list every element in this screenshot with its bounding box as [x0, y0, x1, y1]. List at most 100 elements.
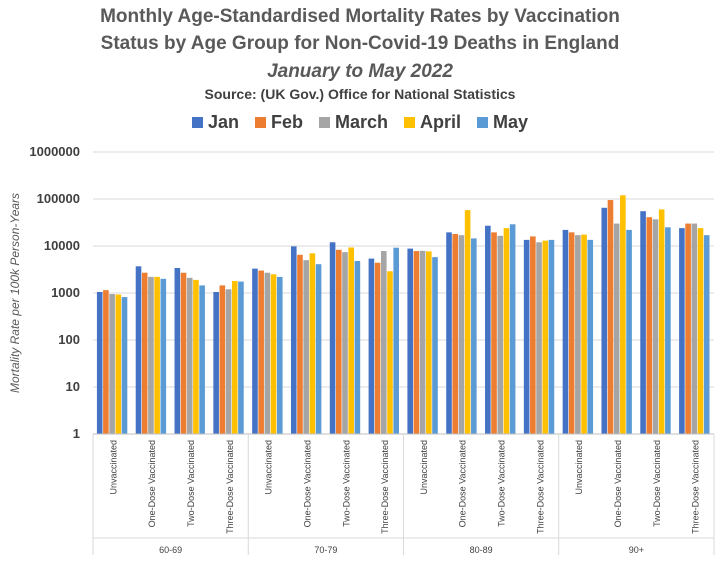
x-category-label: One-Dose Vaccinated: [458, 440, 468, 527]
legend-swatch: [477, 117, 489, 128]
bar-may-11: [548, 239, 555, 434]
x-category-label: Unvaccinated: [108, 440, 118, 495]
x-category-label: Two-Dose Vaccinated: [186, 440, 196, 527]
bar-feb-10: [491, 232, 497, 434]
bar-feb-15: [685, 223, 691, 434]
bar-jan-12: [562, 229, 569, 434]
bar-april-13: [620, 195, 626, 434]
x-group-label: 90+: [629, 545, 644, 555]
legend-label: May: [493, 112, 529, 132]
x-category-label: One-Dose Vaccinated: [302, 440, 312, 527]
bar-march-13: [613, 223, 620, 434]
bar-april-0: [115, 294, 122, 434]
legend-swatch: [254, 117, 266, 128]
bar-may-2: [199, 285, 205, 434]
x-category-label: One-Dose Vaccinated: [613, 440, 623, 527]
bar-jan-15: [679, 228, 685, 434]
x-category-label: Three-Dose Vaccinated: [691, 440, 701, 534]
y-tick-label: 1000000: [29, 144, 80, 159]
y-tick-label: 10000: [44, 238, 80, 253]
bar-may-12: [587, 239, 594, 434]
x-category-label: Unvaccinated: [574, 440, 584, 495]
bar-april-7: [387, 271, 393, 434]
bar-may-10: [509, 224, 516, 434]
bar-march-1: [148, 276, 154, 434]
bar-march-15: [691, 223, 698, 434]
y-axis-title: Mortality Rate per 100k Person-Years: [8, 193, 22, 393]
bar-march-12: [575, 235, 581, 434]
bar-april-6: [348, 247, 354, 434]
bar-april-15: [697, 228, 704, 434]
legend-item-2: March: [319, 112, 388, 133]
bar-jan-6: [329, 242, 336, 434]
bar-may-0: [121, 297, 128, 434]
bar-jan-1: [135, 266, 142, 434]
bar-jan-13: [601, 207, 608, 434]
bar-jan-9: [446, 232, 452, 434]
bar-jan-5: [290, 246, 297, 434]
chart-subtitle: January to May 2022: [267, 61, 453, 82]
bar-jan-8: [407, 248, 414, 434]
bar-feb-11: [530, 236, 536, 434]
bar-april-14: [658, 209, 665, 434]
bar-jan-3: [213, 292, 219, 434]
x-category-label: Unvaccinated: [419, 440, 429, 495]
bar-may-3: [238, 281, 244, 434]
bar-may-6: [354, 260, 361, 434]
bar-jan-7: [368, 258, 375, 434]
bar-jan-2: [174, 268, 181, 434]
chart-title-line-2: Status by Age Group for Non-Covid-19 Dea…: [100, 33, 620, 54]
x-category-label: Unvaccinated: [264, 440, 274, 495]
y-tick-label: 1: [73, 426, 80, 441]
bar-march-2: [186, 277, 193, 434]
legend-item-4: May: [477, 112, 528, 133]
bar-march-10: [497, 235, 504, 434]
legend-label: March: [335, 112, 389, 132]
bar-feb-1: [141, 272, 148, 434]
bar-april-9: [464, 210, 471, 434]
bar-feb-6: [335, 249, 342, 434]
legend-item-3: April: [404, 112, 461, 133]
bar-march-14: [652, 219, 659, 434]
bar-march-11: [536, 242, 542, 434]
bar-march-8: [419, 250, 426, 434]
bar-may-15: [703, 235, 710, 434]
chart-title-line-1: Monthly Age-Standardised Mortality Rates…: [100, 6, 620, 27]
legend-swatch: [191, 117, 203, 128]
y-tick-label: 100000: [37, 191, 80, 206]
bar-may-14: [665, 227, 671, 434]
bar-feb-2: [180, 272, 187, 434]
legend-item-0: Jan: [191, 112, 239, 133]
y-tick-label: 100: [58, 332, 80, 347]
bar-march-5: [303, 260, 309, 434]
bar-feb-4: [258, 270, 264, 434]
bar-feb-7: [374, 262, 381, 434]
bar-feb-8: [413, 251, 420, 434]
bar-may-7: [393, 247, 399, 434]
bar-may-5: [315, 264, 322, 434]
bar-march-4: [264, 272, 271, 434]
x-category-label: Three-Dose Vaccinated: [380, 440, 390, 534]
y-tick-label: 10: [66, 379, 80, 394]
legend-item-1: Feb: [254, 112, 303, 133]
bar-feb-0: [103, 290, 109, 434]
legend-label: Feb: [270, 112, 303, 132]
chart-source: Source: (UK Gov.) Office for National St…: [204, 86, 516, 102]
bar-feb-9: [452, 234, 459, 434]
bar-jan-4: [252, 268, 258, 434]
bar-feb-13: [607, 200, 614, 434]
bar-april-1: [154, 276, 160, 434]
bar-march-7: [380, 251, 387, 434]
legend-swatch: [404, 117, 416, 128]
legend-label: Jan: [207, 112, 239, 132]
x-category-label: Two-Dose Vaccinated: [652, 440, 662, 527]
x-category-label: Two-Dose Vaccinated: [497, 440, 507, 527]
bar-april-12: [581, 234, 587, 434]
bar-may-8: [432, 257, 438, 434]
bar-feb-12: [568, 232, 575, 434]
legend-label: April: [420, 112, 462, 132]
bar-april-10: [503, 228, 510, 434]
bar-may-9: [471, 238, 477, 434]
